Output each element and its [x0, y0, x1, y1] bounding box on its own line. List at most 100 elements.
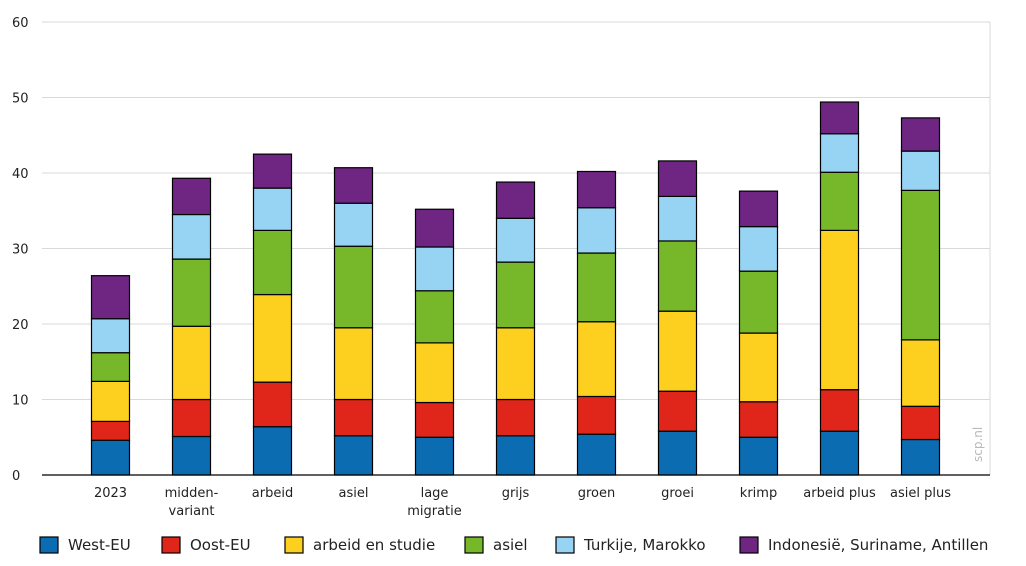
bar-segment-4-9 [738, 270, 779, 334]
legend: West-EU Oost-EU arbeid en studie asiel Turki… [39, 536, 988, 554]
legend-swatch [555, 536, 575, 554]
bar-segment-4-5 [414, 290, 455, 344]
y-tick-label: 40 [12, 167, 29, 182]
bar-segment-6-9 [738, 190, 779, 228]
x-tick-label: asiel [339, 486, 369, 501]
bar-segment-6-2 [171, 177, 212, 216]
y-tick-label: 20 [12, 318, 29, 333]
bar-segment-3-7 [576, 321, 617, 398]
x-tick-label: midden- [165, 486, 219, 501]
bar-segment-4-11 [900, 189, 941, 341]
x-tick-label: migratie [407, 504, 462, 519]
bar-segment-3-4 [333, 327, 374, 401]
bar-segment-2-1 [90, 420, 131, 441]
bar-segment-5-11 [900, 150, 941, 191]
bar-segment-2-11 [900, 405, 941, 441]
bar-segment-4-4 [333, 245, 374, 329]
x-tick-label: arbeid plus [803, 486, 876, 501]
legend-label: Oost-EU [190, 536, 251, 554]
bar-segment-1-1 [90, 439, 131, 476]
bar-segment-1-11 [900, 438, 941, 476]
legend-swatch [464, 536, 484, 554]
bar-segment-2-9 [738, 401, 779, 438]
x-tick-label: 2023 [94, 486, 127, 501]
legend-swatch [161, 536, 181, 554]
bar-segment-4-3 [252, 229, 293, 296]
bar-segment-6-7 [576, 170, 617, 209]
x-tick-label: variant [169, 504, 215, 519]
legend-label: Indonesië, Suriname, Antillen [768, 536, 988, 554]
bar-segment-1-2 [171, 435, 212, 476]
bar-segment-5-2 [171, 213, 212, 260]
bar-segment-6-3 [252, 153, 293, 189]
bar-segment-5-7 [576, 207, 617, 254]
bar-segment-4-6 [495, 261, 536, 329]
bar-segment-5-10 [819, 133, 860, 173]
legend-label: West-EU [68, 536, 131, 554]
bar-segment-1-9 [738, 436, 779, 476]
bar-segment-6-4 [333, 167, 374, 204]
bar-segment-3-2 [171, 325, 212, 401]
bar-segment-2-10 [819, 389, 860, 432]
bar-segment-5-9 [738, 226, 779, 272]
bar-segment-3-8 [657, 310, 698, 392]
x-tick-label: groen [578, 486, 616, 501]
y-tick-label: 30 [12, 243, 29, 258]
x-tick-label: grijs [502, 486, 530, 501]
bar-segment-6-11 [900, 117, 941, 152]
legend-label: asiel [493, 536, 528, 554]
bar-segment-3-9 [738, 332, 779, 403]
labels-layer: 0 10 20 30 40 50 60 2023 midden-variant arbeid asi… [12, 16, 951, 519]
y-tick-label: 0 [12, 469, 20, 484]
bar-segment-3-10 [819, 229, 860, 391]
bar-segment-5-3 [252, 187, 293, 231]
x-tick-label: arbeid [252, 486, 293, 501]
bar-segment-4-1 [90, 352, 131, 382]
legend-label: arbeid en studie [313, 536, 435, 554]
bar-segment-1-3 [252, 426, 293, 476]
x-tick-label: lage [421, 486, 449, 501]
bar-segment-3-11 [900, 339, 941, 407]
bar-segment-4-2 [171, 258, 212, 327]
y-tick-label: 10 [12, 394, 29, 409]
bar-segment-1-4 [333, 435, 374, 476]
bar-segment-6-10 [819, 101, 860, 135]
bar-segment-5-4 [333, 202, 374, 247]
bar-segment-6-5 [414, 208, 455, 248]
legend-swatch [284, 536, 304, 554]
legend-swatch [739, 536, 759, 554]
bar-segment-2-2 [171, 398, 212, 438]
bar-segment-6-6 [495, 181, 536, 219]
x-tick-label: groei [661, 486, 694, 501]
x-tick-label: asiel plus [890, 486, 951, 501]
bar-segment-5-6 [495, 217, 536, 263]
bar-segment-2-5 [414, 401, 455, 438]
bar-segment-2-4 [333, 398, 374, 437]
bar-segment-4-10 [819, 171, 860, 231]
bar-segment-3-6 [495, 327, 536, 401]
bar-segment-3-5 [414, 342, 455, 404]
bar-segment-1-7 [576, 433, 617, 476]
legend-swatch [39, 536, 59, 554]
bar-segment-3-1 [90, 380, 131, 422]
bar-segment-6-8 [657, 160, 698, 198]
bar-segment-1-10 [819, 430, 860, 476]
bar-segment-3-3 [252, 293, 293, 383]
legend-label: Turkije, Marokko [583, 536, 706, 554]
bar-segment-6-1 [90, 275, 131, 320]
y-tick-label: 60 [12, 16, 29, 31]
bars-layer [90, 101, 941, 476]
bar-segment-1-6 [495, 435, 536, 476]
bar-segment-2-7 [576, 395, 617, 435]
bar-segment-2-3 [252, 381, 293, 428]
bar-segment-5-8 [657, 195, 698, 242]
watermark-text: scp.nl [971, 427, 985, 462]
y-tick-label: 50 [12, 92, 29, 107]
bar-segment-2-6 [495, 398, 536, 437]
bar-segment-4-7 [576, 252, 617, 323]
bar-segment-2-8 [657, 390, 698, 432]
bar-segment-1-8 [657, 430, 698, 476]
bar-segment-4-8 [657, 240, 698, 312]
